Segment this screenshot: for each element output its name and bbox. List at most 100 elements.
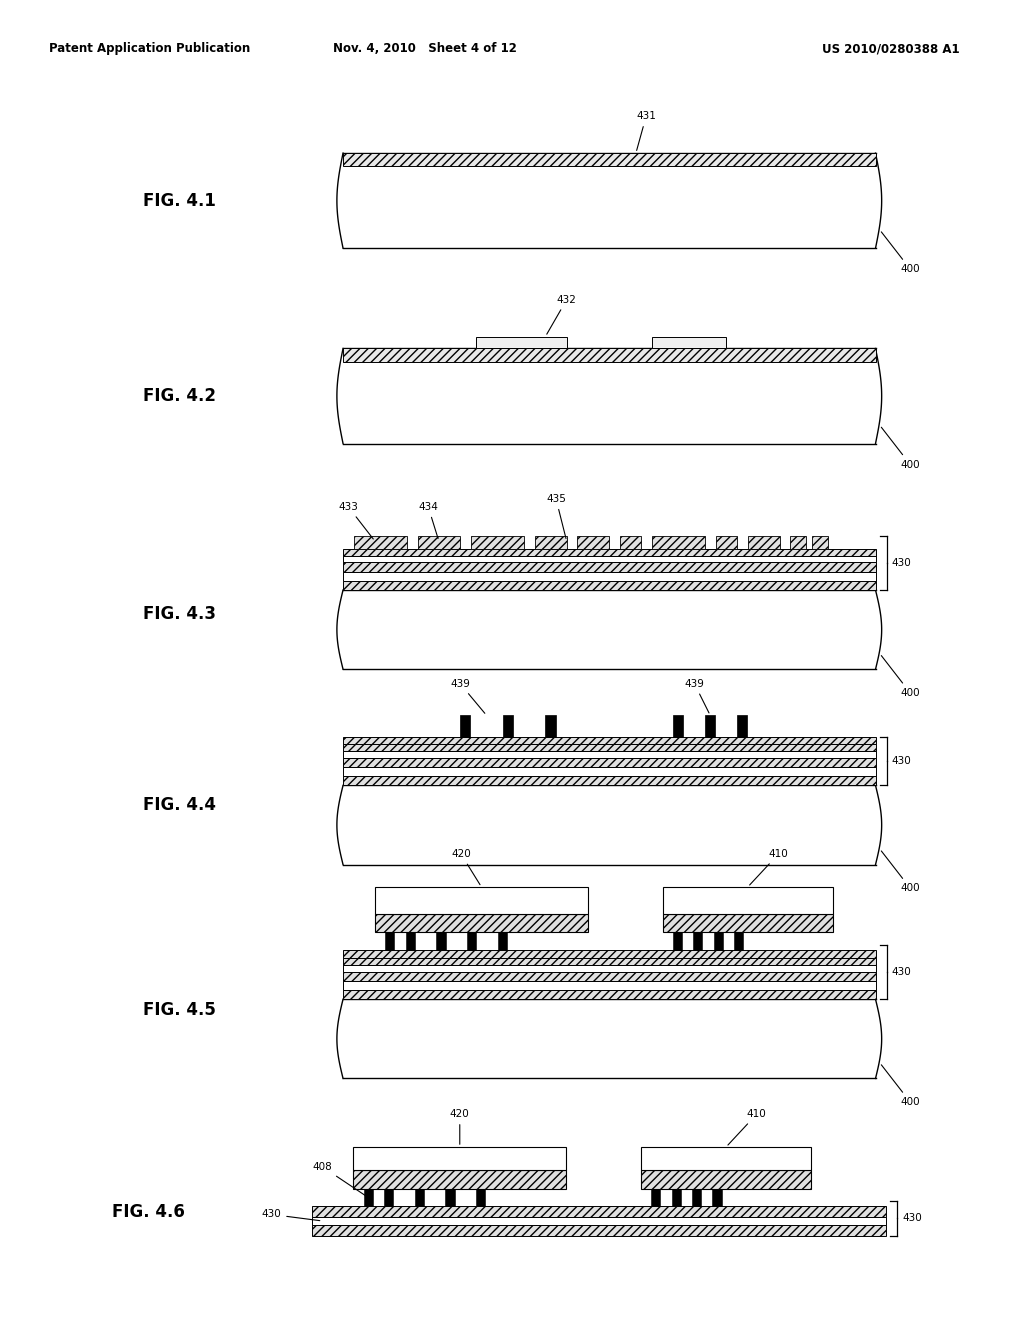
Bar bbox=[651, 1189, 660, 1206]
Text: FIG. 4.6: FIG. 4.6 bbox=[112, 1203, 185, 1221]
Bar bbox=[312, 1225, 886, 1236]
Bar bbox=[578, 536, 609, 549]
Text: 430: 430 bbox=[892, 756, 911, 766]
Polygon shape bbox=[337, 348, 882, 444]
Text: 430: 430 bbox=[261, 1209, 319, 1221]
Bar bbox=[620, 536, 641, 549]
Bar bbox=[343, 572, 876, 581]
Text: 400: 400 bbox=[882, 656, 921, 698]
Text: FIG. 4.1: FIG. 4.1 bbox=[142, 191, 216, 210]
Polygon shape bbox=[337, 153, 882, 248]
Bar bbox=[716, 536, 737, 549]
Bar bbox=[641, 1171, 811, 1189]
Text: 400: 400 bbox=[882, 428, 921, 470]
Bar bbox=[353, 536, 407, 549]
Bar bbox=[375, 887, 588, 913]
Bar bbox=[663, 913, 833, 932]
Bar bbox=[460, 715, 470, 737]
Text: 432: 432 bbox=[547, 294, 577, 334]
Bar bbox=[375, 913, 588, 932]
Bar bbox=[436, 932, 445, 950]
Text: 431: 431 bbox=[636, 111, 656, 150]
Bar bbox=[353, 1147, 566, 1171]
Bar bbox=[748, 536, 779, 549]
Bar bbox=[343, 958, 876, 965]
Bar bbox=[498, 932, 507, 950]
Bar bbox=[364, 1189, 373, 1206]
Text: 410: 410 bbox=[750, 849, 788, 884]
Text: 430: 430 bbox=[892, 558, 911, 568]
Bar bbox=[312, 1217, 886, 1225]
Text: Nov. 4, 2010   Sheet 4 of 12: Nov. 4, 2010 Sheet 4 of 12 bbox=[333, 42, 517, 55]
Polygon shape bbox=[337, 785, 882, 865]
Text: FIG. 4.5: FIG. 4.5 bbox=[142, 1001, 216, 1019]
Bar bbox=[706, 715, 716, 737]
Bar bbox=[353, 1171, 566, 1189]
Text: 433: 433 bbox=[338, 502, 374, 539]
Bar bbox=[673, 932, 682, 950]
Text: 400: 400 bbox=[882, 232, 921, 275]
Bar bbox=[343, 751, 876, 758]
Text: 400: 400 bbox=[882, 1065, 921, 1107]
Bar bbox=[343, 153, 876, 166]
Text: US 2010/0280388 A1: US 2010/0280388 A1 bbox=[822, 42, 959, 55]
Bar bbox=[343, 744, 876, 751]
Text: 435: 435 bbox=[546, 494, 566, 539]
Bar bbox=[343, 562, 876, 572]
Bar bbox=[415, 1189, 424, 1206]
Bar bbox=[734, 932, 743, 950]
Bar bbox=[343, 990, 876, 999]
Bar bbox=[343, 972, 876, 981]
Bar bbox=[673, 715, 683, 737]
Text: 410: 410 bbox=[728, 1109, 767, 1144]
Bar bbox=[652, 536, 706, 549]
Bar bbox=[343, 758, 876, 767]
Bar bbox=[663, 887, 833, 913]
Bar bbox=[343, 549, 876, 556]
Bar bbox=[546, 715, 556, 737]
Text: 439: 439 bbox=[451, 678, 484, 713]
Bar bbox=[652, 337, 726, 348]
Text: 430: 430 bbox=[892, 968, 911, 977]
Polygon shape bbox=[337, 590, 882, 669]
Bar bbox=[418, 536, 460, 549]
Bar bbox=[343, 981, 876, 990]
Bar bbox=[343, 737, 876, 744]
Bar bbox=[406, 932, 415, 950]
Bar bbox=[713, 1189, 722, 1206]
Bar bbox=[343, 776, 876, 785]
Bar bbox=[343, 965, 876, 972]
Bar bbox=[467, 932, 476, 950]
Text: 400: 400 bbox=[882, 851, 921, 894]
Text: 434: 434 bbox=[418, 502, 438, 539]
Bar bbox=[343, 348, 876, 362]
Text: FIG. 4.4: FIG. 4.4 bbox=[142, 796, 216, 814]
Text: FIG. 4.2: FIG. 4.2 bbox=[142, 387, 216, 405]
Bar bbox=[812, 536, 827, 549]
Bar bbox=[384, 1189, 393, 1206]
Bar bbox=[672, 1189, 681, 1206]
Bar bbox=[641, 1147, 811, 1171]
Text: 420: 420 bbox=[452, 849, 480, 884]
Bar bbox=[476, 1189, 485, 1206]
Bar bbox=[343, 556, 876, 562]
Text: 430: 430 bbox=[902, 1213, 922, 1224]
Bar bbox=[312, 1206, 886, 1217]
Bar bbox=[343, 767, 876, 776]
Text: 420: 420 bbox=[450, 1109, 470, 1144]
Bar bbox=[445, 1189, 455, 1206]
Bar bbox=[535, 536, 566, 549]
Text: FIG. 4.3: FIG. 4.3 bbox=[142, 605, 216, 623]
Bar bbox=[791, 536, 806, 549]
Bar bbox=[471, 536, 524, 549]
Bar bbox=[476, 337, 566, 348]
Bar bbox=[343, 581, 876, 590]
Text: 408: 408 bbox=[312, 1162, 372, 1200]
Text: 439: 439 bbox=[684, 678, 709, 713]
Text: Patent Application Publication: Patent Application Publication bbox=[49, 42, 251, 55]
Polygon shape bbox=[337, 999, 882, 1078]
Bar bbox=[503, 715, 513, 737]
Bar bbox=[692, 1189, 701, 1206]
Bar bbox=[693, 932, 702, 950]
Bar bbox=[385, 932, 394, 950]
